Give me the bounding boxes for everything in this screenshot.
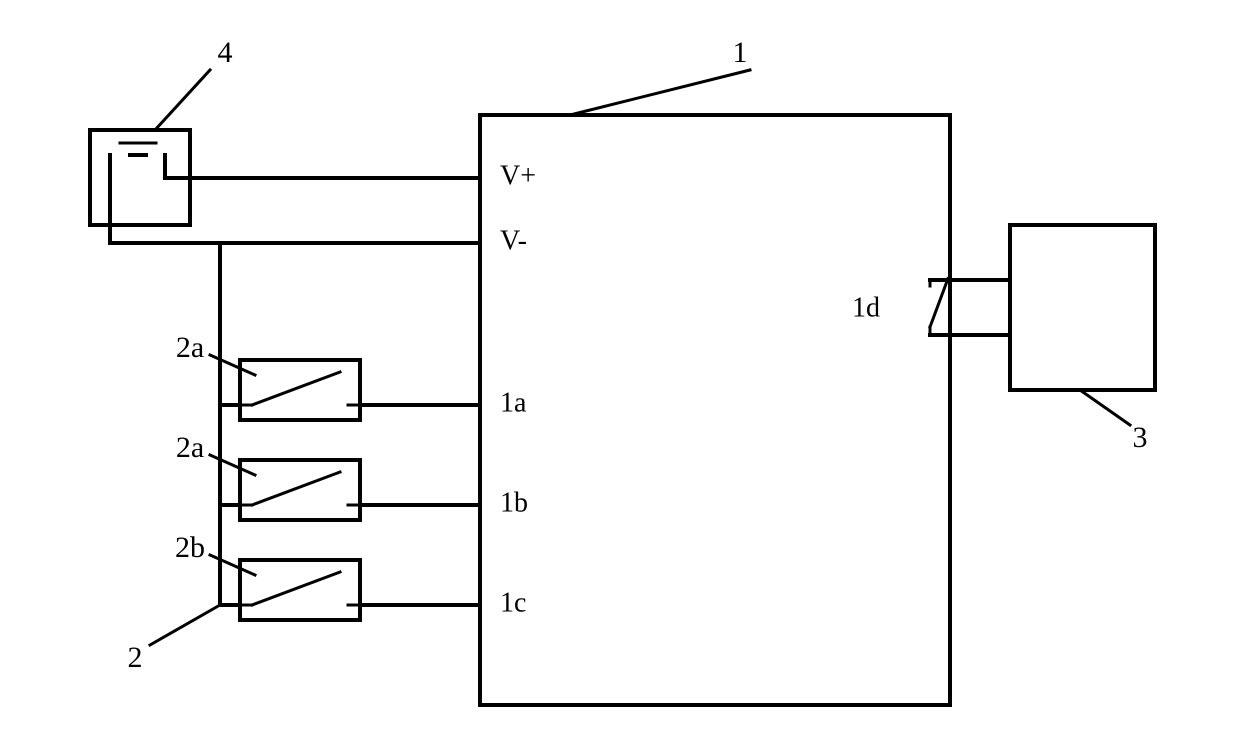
switch-b-throw: [252, 472, 340, 505]
pin-p1a: 1a: [500, 387, 527, 418]
switch-a-box: [240, 360, 360, 420]
switch-c-box: [240, 560, 360, 620]
out-sw-throw: [930, 279, 948, 328]
label-n1: 1: [733, 36, 748, 69]
pin-vminus: V-: [500, 225, 527, 256]
pin-vplus: V+: [500, 160, 536, 191]
leader-l4: [155, 70, 210, 130]
label-n2a_mid: 2a: [176, 431, 204, 464]
label-n3: 3: [1133, 421, 1148, 454]
load-block: [1010, 225, 1155, 390]
label-n2a_top: 2a: [176, 331, 204, 364]
pin-p1c: 1c: [500, 587, 526, 618]
schematic-diagram: V+ V- 1a 1b 1c 1d 1 2 3 4 2a 2a 2b: [0, 0, 1240, 750]
leader-l1: [570, 70, 750, 115]
pin-p1d: 1d: [852, 292, 880, 323]
leader-l2: [150, 605, 220, 645]
main-block: [480, 115, 950, 705]
switch-a-throw: [252, 372, 340, 405]
switch-c-throw: [252, 572, 340, 605]
label-n2: 2: [128, 641, 143, 674]
pin-p1b: 1b: [500, 487, 528, 518]
label-n4: 4: [218, 36, 233, 69]
label-n2b: 2b: [175, 531, 205, 564]
switch-b-box: [240, 460, 360, 520]
leader-l3: [1080, 390, 1130, 425]
